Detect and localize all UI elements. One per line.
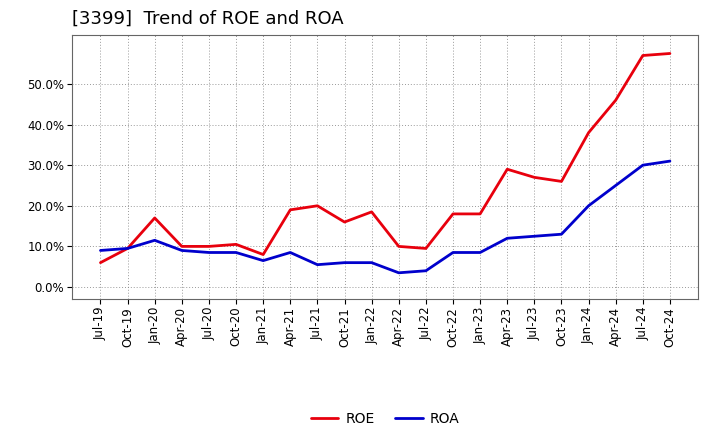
ROA [584, 203, 593, 209]
ROE [557, 179, 566, 184]
ROA [150, 238, 159, 243]
ROA [313, 262, 322, 268]
ROA [449, 250, 457, 255]
ROA [557, 231, 566, 237]
ROE [259, 252, 268, 257]
ROA [476, 250, 485, 255]
ROE [313, 203, 322, 209]
ROA [286, 250, 294, 255]
ROE [584, 130, 593, 136]
ROE [639, 53, 647, 58]
ROE [96, 260, 105, 265]
ROA [503, 236, 511, 241]
ROE [123, 246, 132, 251]
ROE [395, 244, 403, 249]
ROE [341, 220, 349, 225]
ROA [530, 234, 539, 239]
ROE [286, 207, 294, 213]
ROA [341, 260, 349, 265]
ROA [178, 248, 186, 253]
ROA [96, 248, 105, 253]
ROE [503, 167, 511, 172]
ROE [530, 175, 539, 180]
ROE [449, 211, 457, 216]
ROA [421, 268, 430, 273]
Text: [3399]  Trend of ROE and ROA: [3399] Trend of ROE and ROA [72, 10, 343, 28]
ROA [232, 250, 240, 255]
ROE [665, 51, 674, 56]
ROA [367, 260, 376, 265]
ROE [150, 215, 159, 220]
ROE [367, 209, 376, 215]
ROE [178, 244, 186, 249]
Line: ROA: ROA [101, 161, 670, 273]
ROA [123, 246, 132, 251]
ROA [639, 162, 647, 168]
ROE [476, 211, 485, 216]
ROA [611, 183, 620, 188]
ROA [204, 250, 213, 255]
ROE [204, 244, 213, 249]
ROE [421, 246, 430, 251]
Legend: ROE, ROA: ROE, ROA [305, 407, 465, 432]
ROE [611, 98, 620, 103]
Line: ROE: ROE [101, 54, 670, 263]
ROA [259, 258, 268, 263]
ROE [232, 242, 240, 247]
ROA [665, 158, 674, 164]
ROA [395, 270, 403, 275]
